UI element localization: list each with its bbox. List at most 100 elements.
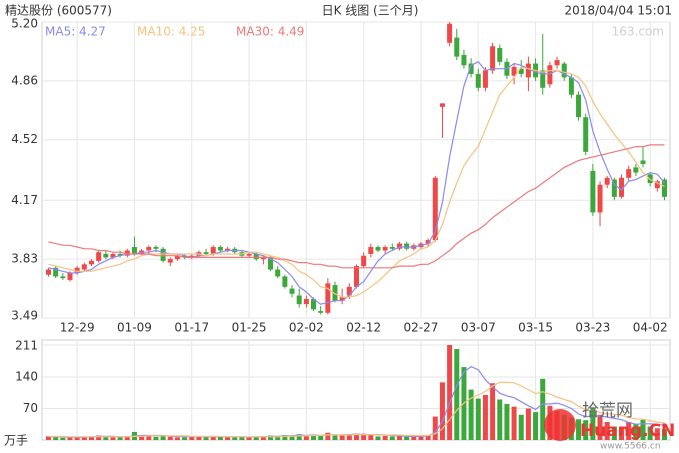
candle-body	[619, 177, 625, 197]
volume-bar	[160, 435, 166, 440]
candle-body	[203, 252, 209, 254]
candle-body	[375, 247, 381, 251]
candle-body	[361, 255, 367, 267]
x-tick-label: 02-02	[289, 321, 324, 335]
candle-body	[260, 257, 266, 260]
volume-bar	[153, 436, 159, 440]
candle-body	[640, 160, 646, 164]
volume-bar	[389, 436, 395, 440]
x-tick-label: 03-15	[518, 321, 553, 335]
volume-bar	[260, 436, 266, 440]
volume-bar	[482, 394, 488, 440]
candle-body	[490, 46, 496, 71]
volume-bar	[597, 414, 603, 440]
volume-bar	[167, 436, 173, 440]
watermark-domain: Huang.CN	[580, 421, 675, 441]
candle-body	[282, 276, 288, 287]
volume-bar	[74, 436, 80, 440]
candle-body	[561, 63, 567, 78]
candle-body	[81, 264, 87, 270]
candle-body	[74, 267, 80, 273]
candle-body	[268, 257, 274, 270]
source: 163.com	[612, 25, 664, 39]
candle-body	[339, 297, 345, 301]
y-tick-label: 140	[15, 369, 38, 383]
volume-bar	[275, 435, 281, 440]
volume-bar	[96, 435, 102, 440]
volume-bar	[46, 436, 51, 440]
candle-body	[174, 255, 180, 260]
volume-bar	[654, 428, 660, 440]
volume-bar	[246, 437, 252, 440]
volume-bar	[282, 435, 288, 440]
volume-bar	[504, 403, 510, 440]
candle-body	[332, 285, 338, 301]
candle-body	[461, 54, 467, 66]
candle-body	[117, 253, 123, 256]
volume-bar	[239, 436, 245, 440]
volume-bar	[232, 437, 238, 440]
volume-bar	[525, 408, 531, 440]
volume-bar	[375, 436, 381, 440]
volume-bar	[268, 435, 274, 440]
candle-body	[547, 65, 553, 85]
candle-body	[454, 37, 460, 57]
candle-body	[554, 60, 560, 66]
volume-bar	[439, 382, 445, 440]
candle-body	[404, 243, 410, 249]
volume-bar	[139, 435, 145, 440]
volume-bar	[382, 435, 388, 440]
y-tick-label: 4.86	[11, 73, 38, 87]
legend-entry: MA5: 4.27	[45, 25, 106, 39]
volume-bar	[432, 416, 438, 440]
volume-bar	[53, 437, 59, 440]
candle-body	[60, 276, 66, 279]
volume-bar	[196, 436, 202, 440]
candle-body	[167, 259, 173, 263]
volume-bar	[425, 435, 431, 440]
candle-body	[518, 68, 524, 74]
volume-bar	[540, 378, 546, 440]
y-tick-label: 5.20	[11, 17, 38, 31]
volume-bar	[332, 434, 338, 440]
ma-line	[48, 61, 665, 305]
candle-body	[368, 247, 374, 254]
timestamp: 2018/04/04 15:01	[564, 4, 672, 18]
volume-bar	[325, 432, 331, 440]
candle-body	[382, 247, 388, 251]
candle-body	[289, 288, 295, 294]
candle-body	[583, 117, 589, 152]
volume-bar	[418, 435, 424, 440]
legend-entry: MA30: 4.49	[236, 25, 304, 39]
candle-body	[210, 247, 216, 254]
candle-body	[511, 67, 517, 76]
candle-body	[425, 240, 431, 244]
volume-bar	[103, 436, 109, 440]
candle-body	[182, 255, 188, 258]
candle-body	[346, 286, 352, 296]
candle-body	[146, 247, 152, 251]
volume-bar	[354, 434, 359, 440]
volume-bar	[303, 435, 309, 440]
candle-body	[153, 247, 159, 249]
candle-body	[468, 63, 474, 74]
candle-body	[103, 253, 109, 258]
x-tick-label: 03-07	[461, 321, 496, 335]
x-tick-label: 01-09	[117, 321, 152, 335]
volume-bar	[296, 434, 302, 440]
volume-bar	[576, 419, 582, 440]
candle-body	[447, 23, 453, 43]
candle-body	[482, 70, 488, 88]
candle-body	[46, 269, 51, 275]
x-tick-label: 01-17	[174, 321, 209, 335]
candle-body	[654, 181, 660, 189]
volume-bar	[662, 429, 667, 440]
candle-body	[432, 177, 438, 241]
y-tick-label: 70	[23, 401, 38, 415]
x-tick-label: 12-29	[60, 321, 95, 335]
volume-bar	[518, 414, 524, 440]
candle-body	[88, 260, 94, 265]
volume-bar	[361, 433, 367, 440]
volume-bar	[511, 406, 517, 440]
